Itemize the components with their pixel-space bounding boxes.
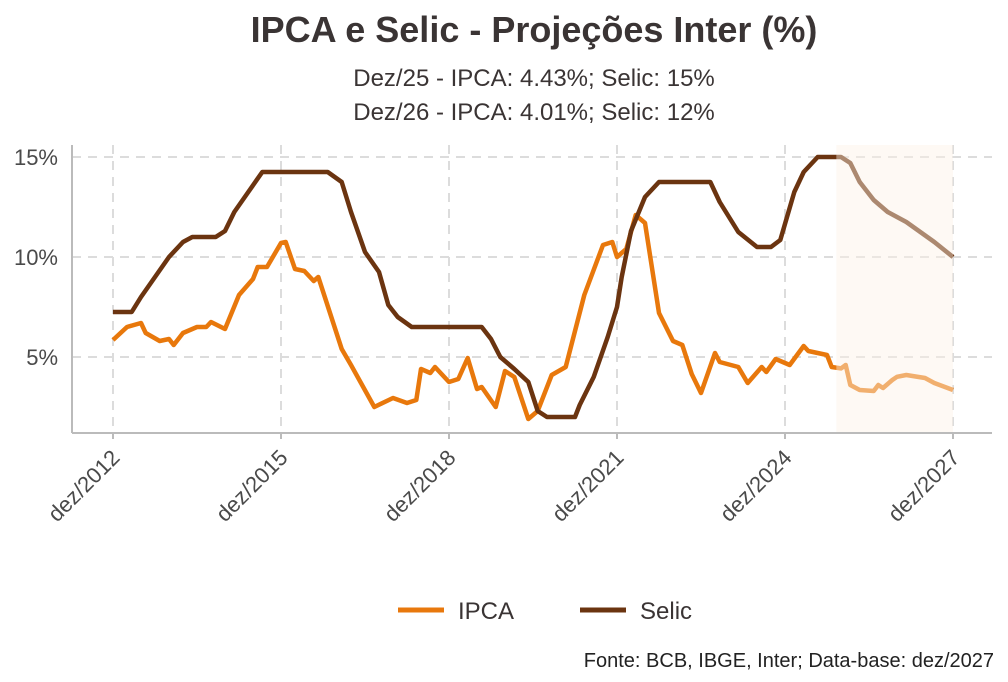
- chart-title: IPCA e Selic - Projeções Inter (%): [251, 9, 818, 50]
- y-tick-label: 10%: [14, 245, 58, 270]
- chart-subtitle-line-1: Dez/25 - IPCA: 4.43%; Selic: 15%: [353, 65, 715, 92]
- x-tick-label: dez/2015: [211, 445, 293, 527]
- legend-label-selic: Selic: [640, 598, 692, 625]
- legend-label-ipca: IPCA: [458, 598, 514, 625]
- legend: IPCA Selic: [398, 598, 692, 625]
- y-tick-label: 5%: [26, 345, 58, 370]
- x-tick-label: dez/2012: [43, 445, 125, 527]
- x-tick-label: dez/2018: [379, 445, 461, 527]
- chart-caption: Fonte: BCB, IBGE, Inter; Data-base: dez/…: [584, 650, 994, 672]
- y-tick-label: 15%: [14, 145, 58, 170]
- series-line-selic: [113, 154, 955, 420]
- chart-subtitle-line-2: Dez/26 - IPCA: 4.01%; Selic: 12%: [353, 99, 715, 126]
- series-line-ipca: [111, 212, 954, 422]
- x-tick-label: dez/2021: [547, 445, 629, 527]
- plot-area: 5% 10% 15% dez/2012 dez/2015 dez/2018 dez/2021…: [14, 145, 992, 527]
- x-tick-label: dez/2027: [883, 445, 965, 527]
- projection-shading: [836, 145, 953, 433]
- x-tick-label: dez/2024: [715, 445, 797, 527]
